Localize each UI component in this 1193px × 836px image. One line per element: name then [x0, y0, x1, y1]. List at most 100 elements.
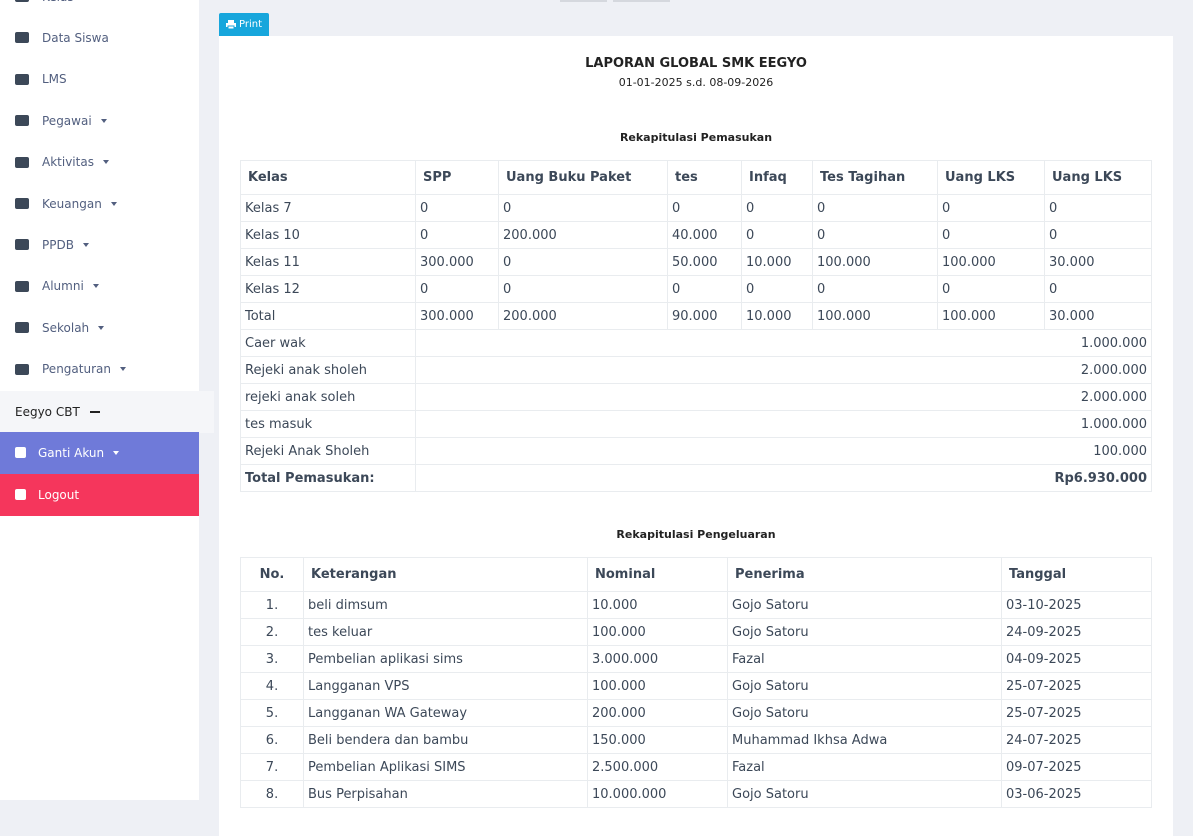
column-header: Penerima: [727, 557, 1002, 592]
cell: 100.000: [415, 437, 1152, 465]
cell: Total: [240, 302, 416, 330]
cell: 2.000.000: [415, 383, 1152, 411]
top-button[interactable]: [613, 0, 670, 2]
nav-item[interactable]: PPDB: [0, 224, 199, 265]
nav-label: Aktivitas: [42, 155, 94, 170]
dropdown-caret: [98, 325, 105, 330]
nav-item[interactable]: Keuangan: [0, 183, 199, 224]
table-row: 6. Beli bendera dan bambu 150.000 Muhammad …: [240, 726, 1152, 754]
report-card: LAPORAN GLOBAL SMK EEGYO 01-01-2025 s.d.…: [219, 36, 1173, 836]
expense-title: Rekapitulasi Pengeluaran: [616, 528, 776, 541]
header-row: Kelas SPP Uang Buku Paket tes Infaq Tes Tagih…: [240, 160, 1152, 195]
cell: 2.000.000: [415, 356, 1152, 384]
cell: 0: [741, 221, 813, 249]
cell: 0: [741, 275, 813, 303]
cell: 100.000: [812, 302, 938, 330]
cell: 7.: [240, 753, 304, 781]
column-header: SPP: [415, 160, 499, 195]
column-header: Infaq: [741, 160, 813, 195]
cell: 03-06-2025: [1001, 780, 1152, 808]
nav-label: Eegyo CBT: [15, 404, 80, 419]
cell: Langganan WA Gateway: [303, 699, 588, 727]
cell: 10.000: [587, 591, 728, 619]
nav-label: Data Siswa: [42, 30, 109, 45]
cell: Gojo Satoru: [727, 780, 1002, 808]
cell: Gojo Satoru: [727, 672, 1002, 700]
cell: 6.: [240, 726, 304, 754]
column-header: Uang LKS: [1044, 160, 1152, 195]
cell: Gojo Satoru: [727, 699, 1002, 727]
nav-account[interactable]: Ganti Akun: [0, 432, 199, 474]
nav-icon: [15, 115, 29, 127]
other-row: tes masuk 1.000.000: [240, 410, 1152, 438]
nav-icon: [15, 363, 29, 375]
nav-item[interactable]: Pegawai: [0, 100, 199, 141]
print-button[interactable]: Print: [219, 13, 269, 36]
dropdown-caret: [102, 160, 109, 165]
cell: 1.000.000: [415, 329, 1152, 357]
nav-item[interactable]: Aktivitas: [0, 142, 199, 183]
cell: 0: [937, 275, 1045, 303]
cell: 0: [667, 194, 742, 222]
nav-item[interactable]: Kelas: [0, 0, 199, 17]
cell: 5.: [240, 699, 304, 727]
cell: 25-07-2025: [1001, 672, 1152, 700]
cell: Muhammad Ikhsa Adwa: [727, 726, 1002, 754]
nav-icon: [15, 0, 29, 2]
table-row: 1. beli dimsum 10.000 Gojo Satoru 03-10-2025: [240, 591, 1152, 619]
cell: 0: [498, 275, 668, 303]
dropdown-caret: [110, 201, 117, 206]
nav-cbt[interactable]: Eegyo CBT: [0, 391, 214, 433]
nav-item[interactable]: Sekolah: [0, 307, 199, 348]
nav-label: PPDB: [42, 237, 74, 252]
table-row: 8. Bus Perpisahan 10.000.000 Gojo Satoru 03-…: [240, 780, 1152, 808]
table-row: 3. Pembelian aplikasi sims 3.000.000 Fazal 0…: [240, 645, 1152, 673]
dropdown-caret: [82, 242, 89, 247]
nav-item[interactable]: Pengaturan: [0, 349, 199, 390]
cell: 300.000: [415, 248, 499, 276]
income-title: Rekapitulasi Pemasukan: [619, 131, 773, 144]
cell: Rejeki anak sholeh: [240, 356, 416, 384]
nav-logout[interactable]: Logout: [0, 474, 199, 516]
cell: 10.000: [741, 248, 813, 276]
cell: 100.000: [937, 248, 1045, 276]
top-button[interactable]: [560, 0, 607, 2]
column-header: Uang LKS: [937, 160, 1045, 195]
cell: 0: [741, 194, 813, 222]
nav-label: Ganti Akun: [38, 445, 105, 460]
cell: 30.000: [1044, 302, 1152, 330]
report-period: 01-01-2025 s.d. 08-09-2026: [618, 76, 774, 89]
dropdown-caret: [100, 118, 107, 123]
nav-item[interactable]: LMS: [0, 59, 199, 100]
cell: beli dimsum: [303, 591, 588, 619]
cell: 200.000: [587, 699, 728, 727]
print-label: Print: [238, 19, 262, 30]
cell: Bus Perpisahan: [303, 780, 588, 808]
cell: 0: [498, 194, 668, 222]
other-row: Rejeki anak sholeh 2.000.000: [240, 356, 1152, 384]
nav-item[interactable]: Data Siswa: [0, 17, 199, 58]
income-table: Kelas SPP Uang Buku Paket tes Infaq Tes Tagih…: [240, 160, 1152, 492]
cell: 8.: [240, 780, 304, 808]
cell: 10.000.000: [587, 780, 728, 808]
print-icon: [225, 20, 236, 29]
cell: 10.000: [741, 302, 813, 330]
cell: 1.: [240, 591, 304, 619]
cell: Kelas 10: [240, 221, 416, 249]
cell: 0: [415, 194, 499, 222]
cell: 2.: [240, 618, 304, 646]
column-header: Kelas: [240, 160, 416, 195]
nav-icon: [15, 239, 29, 251]
cell: 0: [812, 221, 938, 249]
cell: Kelas 12: [240, 275, 416, 303]
cell: 09-07-2025: [1001, 753, 1152, 781]
nav-item[interactable]: Alumni: [0, 266, 199, 307]
column-header: Tes Tagihan: [812, 160, 938, 195]
cell: 3.: [240, 645, 304, 673]
table-row: Kelas 11 300.000 0 50.000 10.000 100.000 100.0…: [240, 248, 1152, 276]
total-row: Total Pemasukan: Rp6.930.000: [240, 464, 1152, 492]
cell: 04-09-2025: [1001, 645, 1152, 673]
cell: 40.000: [667, 221, 742, 249]
dropdown-caret: [119, 367, 126, 372]
cell: 03-10-2025: [1001, 591, 1152, 619]
